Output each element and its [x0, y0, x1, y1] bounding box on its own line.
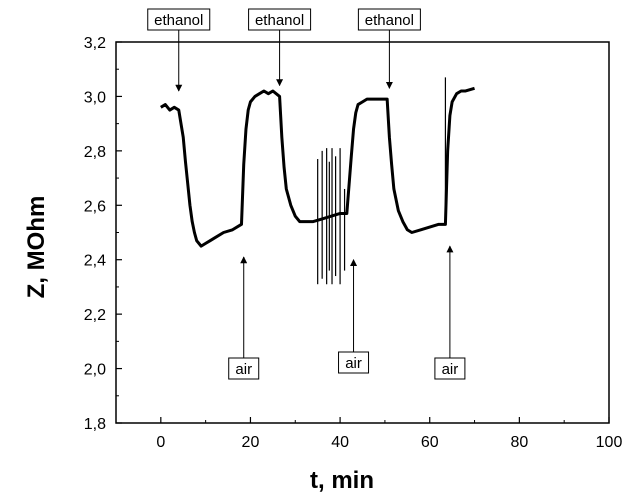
y-tick-label: 2,0 — [84, 362, 106, 379]
axis-ticks: 0 20 40 60 80 100 1,8 2,0 2,2 2,4 2,6 2,8 3,0 3,2 — [84, 35, 623, 451]
x-axis-title: t, min — [310, 467, 374, 494]
x-tick-label: 80 — [510, 434, 528, 451]
annotation: ethanol — [147, 8, 211, 92]
annotation-label: air — [442, 361, 459, 378]
y-tick-label: 2,2 — [84, 307, 106, 324]
annotation-label: ethanol — [154, 12, 203, 29]
annotation-label: air — [235, 361, 252, 378]
annotation-label: ethanol — [255, 12, 304, 29]
annotation-label: ethanol — [365, 12, 414, 29]
y-tick-label: 1,8 — [84, 416, 106, 433]
x-tick-label: 20 — [242, 434, 260, 451]
y-tick-label: 2,4 — [84, 253, 106, 270]
y-tick-label: 3,2 — [84, 35, 106, 52]
annotation: air — [434, 245, 466, 380]
annotations-layer: ethanol ethanol ethanol air air air — [147, 8, 466, 380]
y-tick-label: 3,0 — [84, 89, 106, 106]
series-line — [160, 86, 475, 248]
series-layer — [160, 77, 475, 285]
x-tick-label: 60 — [421, 434, 439, 451]
x-tick-label: 0 — [156, 434, 165, 451]
annotation-label: air — [345, 355, 362, 372]
y-tick-label: 2,8 — [84, 144, 106, 161]
x-tick-label: 40 — [331, 434, 349, 451]
annotation: air — [338, 259, 370, 374]
annotation: air — [228, 256, 260, 380]
x-tick-label: 100 — [596, 434, 623, 451]
annotation: ethanol — [248, 8, 312, 87]
y-axis-title: Z, MOhm — [23, 196, 50, 299]
y-tick-label: 2,6 — [84, 198, 106, 215]
annotation: ethanol — [357, 8, 421, 89]
